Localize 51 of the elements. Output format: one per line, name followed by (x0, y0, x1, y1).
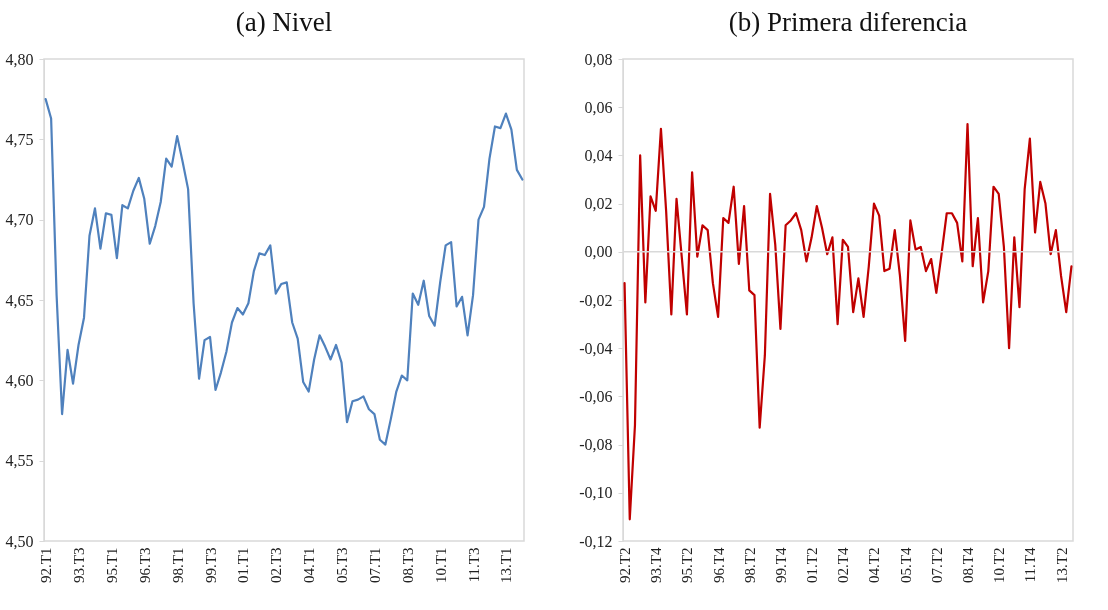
y-tick-label: 0,00 (584, 243, 613, 261)
y-tick-label: 0,08 (584, 50, 613, 68)
x-tick-label: 05.T4 (897, 547, 914, 583)
x-tick-label: 11.T4 (1022, 547, 1039, 583)
x-tick-label: 13.T1 (498, 547, 515, 583)
x-tick-label: 98.T2 (741, 547, 758, 583)
line-series (44, 98, 524, 446)
x-tick-label: 01.T2 (804, 547, 821, 583)
y-tick-label: 4,50 (5, 532, 34, 550)
y-tick-label: 0,02 (584, 195, 613, 213)
x-tick-label: 05.T3 (334, 547, 351, 583)
x-tick-label: 10.T2 (991, 547, 1008, 583)
y-tick-label: -0,02 (579, 291, 613, 309)
y-tick-label: 0,06 (584, 98, 613, 116)
x-tick-label: 04.T2 (866, 547, 883, 583)
y-tick-label: -0,10 (579, 484, 613, 502)
x-tick-label: 11.T3 (465, 547, 482, 583)
x-tick-label: 93.T4 (648, 547, 665, 583)
x-tick-label: 07.T1 (366, 547, 383, 583)
x-tick-label: 93.T3 (71, 547, 88, 583)
x-tick-label: 96.T4 (710, 547, 727, 583)
x-tick-label: 92.T2 (617, 547, 634, 583)
y-tick-label: 4,70 (5, 211, 34, 229)
x-tick-label: 01.T1 (235, 547, 252, 583)
x-tick-label: 04.T1 (301, 547, 318, 583)
chart-title: (a) Nivel (235, 7, 333, 37)
x-tick-label: 08.T4 (960, 547, 977, 583)
x-tick-label: 95.T2 (679, 547, 696, 583)
x-tick-label: 99.T4 (772, 547, 789, 583)
y-tick-label: -0,06 (579, 387, 613, 405)
chart-title: (b) Primera diferencia (728, 7, 968, 37)
x-tick-label: 13.T2 (1053, 547, 1070, 583)
y-tick-label: -0,12 (579, 532, 613, 550)
x-tick-label: 02.T3 (268, 547, 285, 583)
x-tick-label: 95.T1 (103, 547, 120, 583)
y-tick-label: 4,55 (5, 452, 34, 470)
x-tick-label: 02.T4 (835, 547, 852, 583)
x-tick-label: 07.T2 (928, 547, 945, 583)
x-tick-label: 98.T1 (169, 547, 186, 583)
x-tick-label: 92.T1 (38, 547, 55, 583)
y-tick-label: 4,80 (5, 50, 34, 68)
y-tick-label: 4,65 (5, 291, 34, 309)
x-tick-label: 99.T3 (202, 547, 219, 583)
y-tick-label: -0,04 (579, 339, 613, 357)
y-tick-label: 4,75 (5, 130, 34, 148)
y-tick-label: -0,08 (579, 436, 613, 454)
x-tick-label: 10.T1 (432, 547, 449, 583)
x-tick-label: 96.T3 (136, 547, 153, 583)
y-tick-label: 0,04 (584, 146, 613, 164)
x-tick-label: 08.T3 (399, 547, 416, 583)
y-tick-label: 4,60 (5, 371, 34, 389)
